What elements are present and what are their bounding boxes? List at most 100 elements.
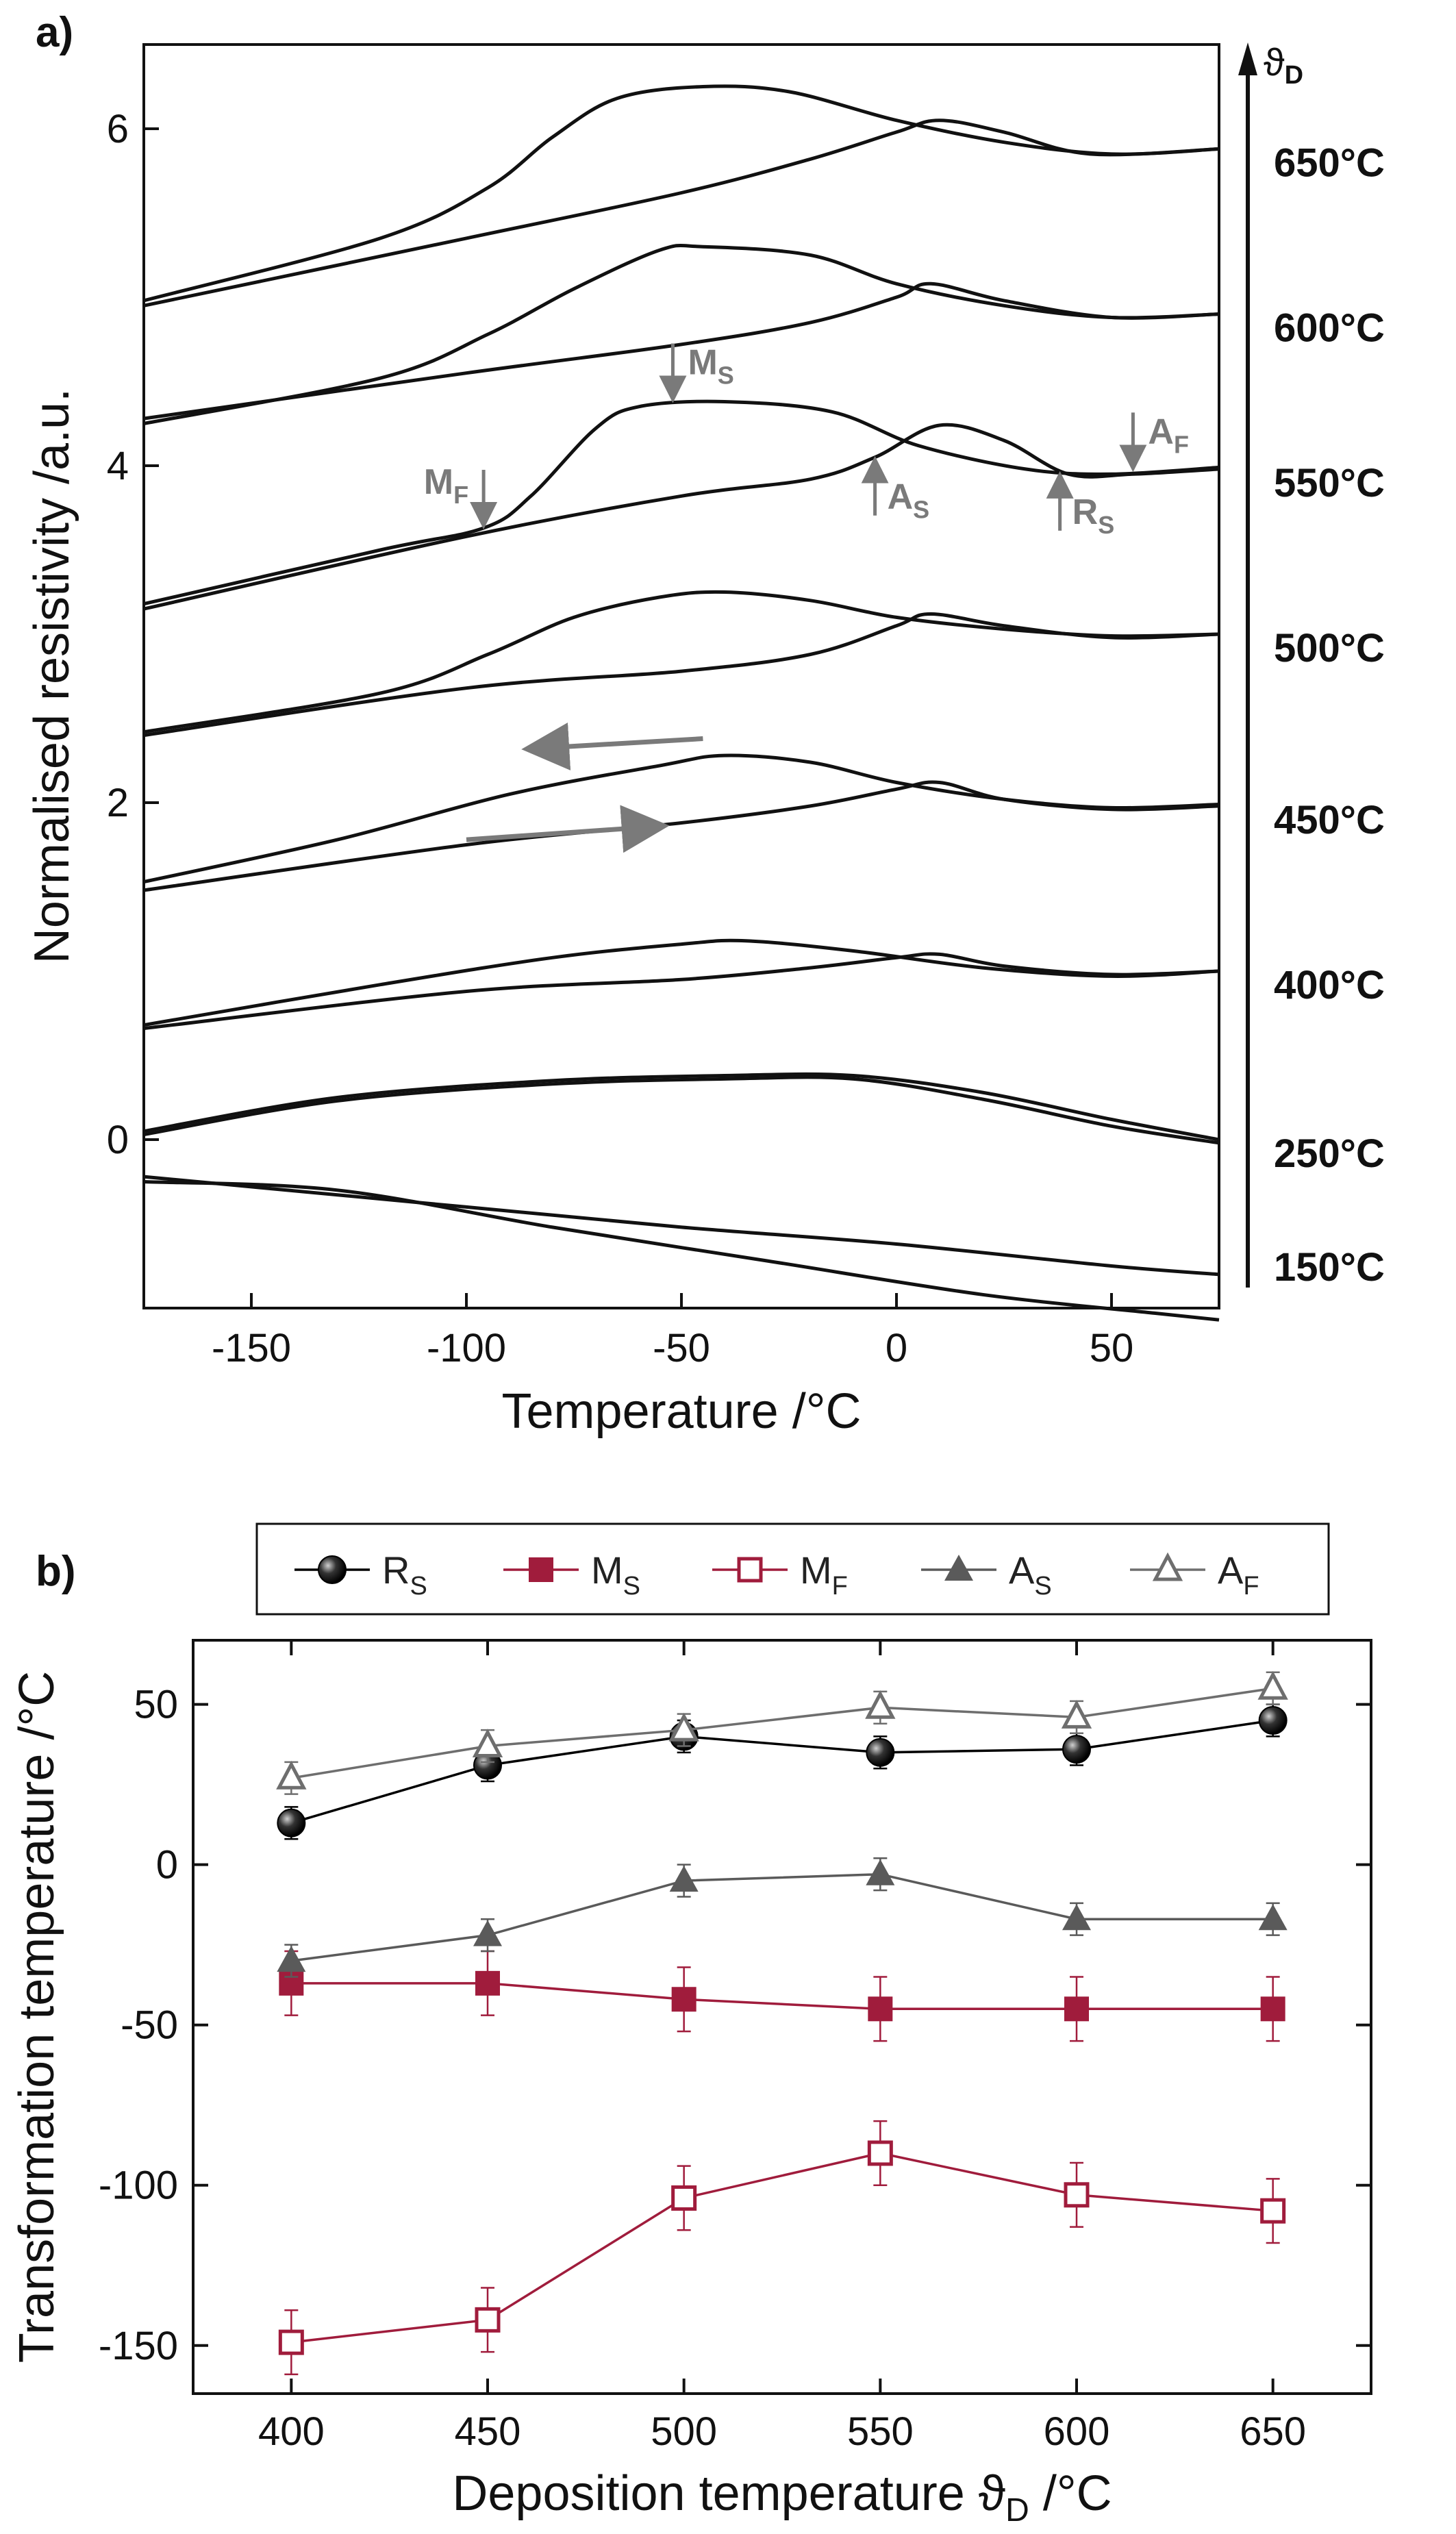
y-tick-label: -50	[121, 2003, 178, 2048]
panel-b-x-axis-label: Deposition temperature ϑD /°C	[452, 2466, 1112, 2529]
cooling-curve-650°C	[143, 84, 1220, 303]
annotation-MS: MS	[688, 343, 733, 390]
data-point-RS	[866, 1738, 895, 1767]
cooling-curve-400°C	[143, 938, 1220, 1027]
data-point-AS	[866, 1859, 895, 1885]
data-point-AF	[1061, 1699, 1092, 1729]
x-tick-label: -150	[212, 1326, 291, 1370]
series-line-AF	[291, 1687, 1273, 1780]
heating-curve-600°C	[143, 281, 1220, 421]
annotation-AF: AF	[1148, 412, 1189, 458]
x-tick-label: 400	[258, 2409, 325, 2454]
cooling-curve-600°C	[143, 243, 1220, 425]
x-tick-label: 550	[847, 2409, 914, 2454]
annotation-RS: RS	[1072, 492, 1115, 539]
legend-marker-AF	[1152, 1552, 1183, 1581]
data-point-AF	[1257, 1670, 1288, 1700]
deposition-axis-sub: D	[1285, 61, 1303, 90]
data-point-AS	[277, 1946, 306, 1972]
data-point-MS	[868, 1996, 893, 2022]
y-tick-label: 0	[156, 1843, 178, 1887]
deposition-label: 450°C	[1274, 798, 1385, 842]
data-point-AF	[668, 1712, 699, 1742]
cooling-curve-150°C	[143, 1180, 1220, 1322]
data-point-MF	[475, 2307, 501, 2333]
x-tick-label: 50	[1090, 1326, 1134, 1370]
series-AF	[276, 1670, 1288, 1795]
panel-a-ticks: -150 -100 -50 0 50 0 2 4 6	[107, 107, 1134, 1370]
legend-label-MS: MS	[591, 1548, 640, 1601]
x-tick-label: 500	[651, 2409, 717, 2454]
data-point-MF	[671, 2185, 697, 2211]
data-point-MF	[1064, 2182, 1090, 2208]
cooling-direction-arrow	[521, 723, 703, 770]
series-line-RS	[290, 1719, 1273, 1824]
data-point-MS	[1064, 1996, 1089, 2022]
panel-b-x-axis-label-main: Deposition temperature ϑ	[452, 2466, 1005, 2521]
legend-label-AS: AS	[1009, 1548, 1052, 1601]
data-point-MF	[1260, 2198, 1286, 2224]
heating-curve-250°C	[143, 1072, 1220, 1142]
legend-marker-MF	[737, 1557, 763, 1583]
x-tick-label: 600	[1044, 2409, 1110, 2454]
deposition-label: 600°C	[1274, 306, 1385, 351]
deposition-label: 550°C	[1274, 461, 1385, 505]
panel-a-direction-arrows	[466, 723, 703, 853]
panel-b-series	[276, 1670, 1288, 2376]
deposition-label: 500°C	[1274, 626, 1385, 670]
deposition-label: 250°C	[1274, 1131, 1385, 1176]
x-tick-label: -50	[653, 1326, 710, 1370]
heating-direction-arrow	[466, 805, 670, 853]
heating-curve-400°C	[143, 952, 1220, 1031]
panel-b-x-axis-label-sub: D	[1005, 2492, 1029, 2529]
x-tick-label: 450	[455, 2409, 521, 2454]
data-point-AS	[1258, 1904, 1288, 1931]
legend-label-AF: AF	[1218, 1548, 1259, 1601]
panel-b-x-axis-label-tail: /°C	[1029, 2466, 1112, 2521]
data-point-AS	[1062, 1904, 1091, 1931]
x-tick-label: -100	[427, 1326, 506, 1370]
panel-a-annotations: MS MF AS RS AF	[424, 343, 1189, 539]
legend-label-MF: MF	[800, 1548, 848, 1601]
panel-a-label: a)	[36, 9, 73, 56]
series-MF	[278, 2120, 1286, 2376]
deposition-label: 150°C	[1274, 1245, 1385, 1290]
data-point-MS	[1260, 1996, 1285, 2022]
y-tick-label: -100	[99, 2163, 178, 2208]
y-tick-label: 0	[107, 1118, 129, 1162]
data-point-RS	[1062, 1735, 1091, 1764]
series-line-AS	[291, 1872, 1273, 1962]
data-point-AS	[669, 1866, 699, 1892]
panel-b-label: b)	[36, 1548, 76, 1595]
panel-a-y-axis-label: Normalised resistivity /a.u.	[25, 388, 79, 964]
data-point-AS	[473, 1920, 502, 1946]
y-tick-label: 4	[107, 444, 129, 488]
y-tick-label: 2	[107, 781, 129, 825]
panel-b-y-axis-label: Transformation temperature /°C	[10, 1671, 64, 2363]
cooling-curve-450°C	[143, 753, 1220, 884]
deposition-label: 400°C	[1274, 963, 1385, 1007]
panel-a-x-axis-label: Temperature /°C	[502, 1384, 862, 1439]
heating-curve-450°C	[143, 780, 1220, 892]
x-tick-label: 650	[1240, 2409, 1306, 2454]
series-MS	[279, 1950, 1285, 2042]
data-point-AF	[865, 1690, 896, 1719]
heating-curve-550°C	[143, 423, 1220, 611]
cooling-curve-250°C	[143, 1075, 1220, 1145]
panel-b-plot-frame	[192, 1639, 1372, 2395]
y-tick-label: -150	[99, 2324, 178, 2368]
data-point-AF	[472, 1729, 503, 1757]
y-tick-label: 6	[107, 107, 129, 151]
legend-label-RS: RS	[382, 1548, 427, 1601]
data-point-MF	[278, 2329, 304, 2355]
cooling-curve-500°C	[143, 590, 1220, 734]
series-AS	[277, 1857, 1288, 1978]
panel-a-deposition-labels: 150°C 250°C 400°C 450°C 500°C 550°C 600°C 650°C	[1274, 141, 1385, 1290]
deposition-label: 650°C	[1274, 141, 1385, 186]
deposition-axis-arrowhead	[1238, 42, 1257, 75]
data-point-AF	[276, 1760, 307, 1790]
panel-a-curves	[143, 84, 1220, 1322]
panel-b-chart: b) RS MS MF AS AF 400 450 500 550 600 650500-50-1…	[10, 1522, 1372, 2529]
